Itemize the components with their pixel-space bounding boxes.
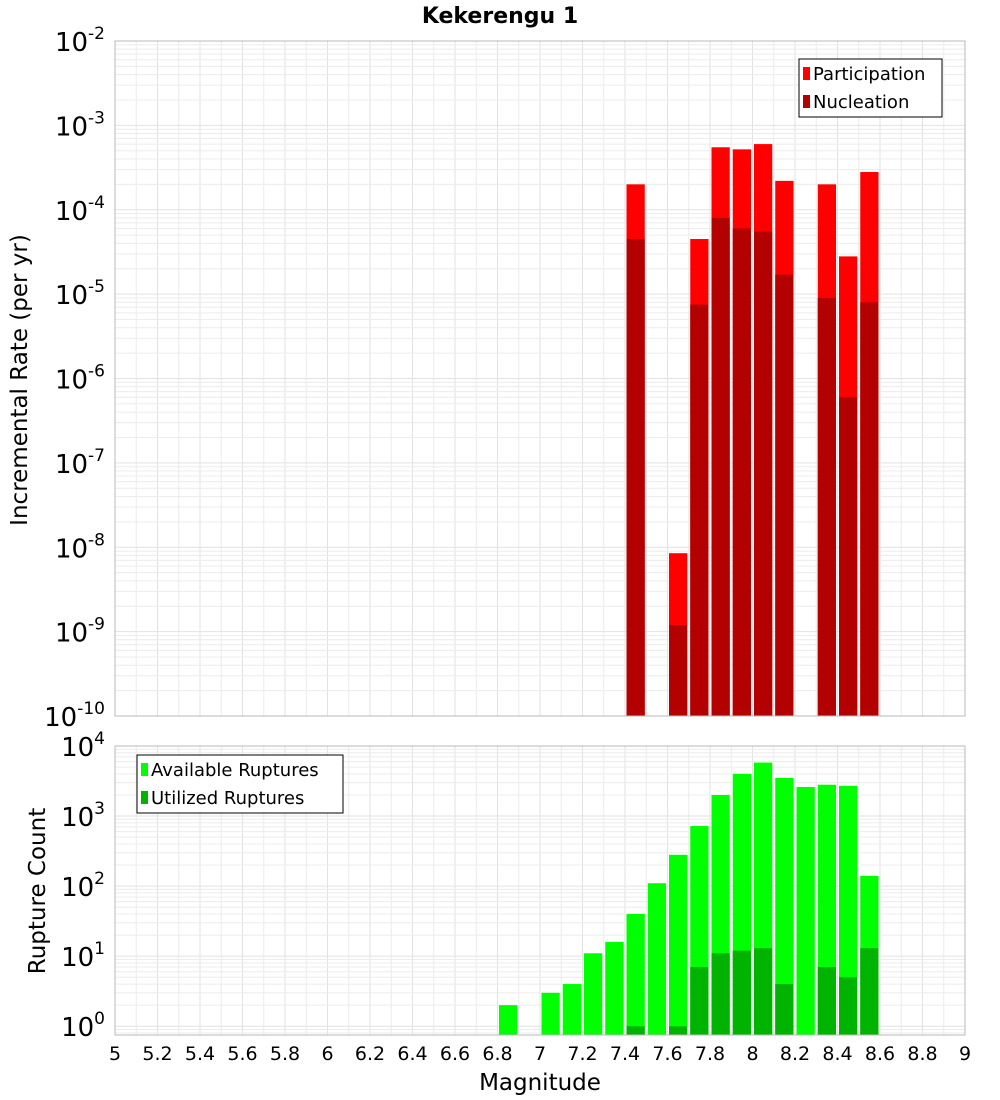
available-ruptures-bar <box>796 786 815 1035</box>
top-y-tick-label: 10-3 <box>55 108 105 142</box>
available-ruptures-legend-label: Available Ruptures <box>151 760 319 781</box>
x-tick-label: 7 <box>534 1043 546 1065</box>
available-ruptures-bar <box>499 1005 518 1035</box>
bottom-y-tick-labels: 100 101 102 103 104 <box>61 729 105 1043</box>
utilized-ruptures-bar <box>626 1026 645 1035</box>
chart-title: Kekerengu 1 <box>422 4 578 29</box>
x-tick-label: 5.8 <box>270 1043 300 1065</box>
bottom-y-tick-label: 104 <box>61 729 105 763</box>
participation-legend-swatch <box>803 67 810 80</box>
available-ruptures-bar <box>775 777 794 1035</box>
x-tick-label: 6.2 <box>355 1043 385 1065</box>
x-tick-label: 9 <box>959 1043 971 1065</box>
bottom-plot-bars <box>499 762 879 1035</box>
top-legend: Participation Nucleation <box>798 58 943 118</box>
nucleation-bar <box>817 297 836 716</box>
bottom-y-tick-label: 103 <box>61 799 105 833</box>
x-tick-label: 8 <box>746 1043 758 1065</box>
top-y-axis-title: Incremental Rate (per yr) <box>7 234 33 526</box>
utilized-ruptures-bar <box>669 1026 688 1035</box>
top-y-tick-label: 10-7 <box>55 446 105 480</box>
x-tick-label: 6.6 <box>440 1043 470 1065</box>
available-ruptures-bar <box>669 854 688 1035</box>
nucleation-bar <box>775 274 794 716</box>
nucleation-bar <box>711 217 730 716</box>
x-tick-label: 5.2 <box>142 1043 172 1065</box>
utilized-ruptures-bar <box>754 948 773 1035</box>
nucleation-bar <box>860 302 879 716</box>
x-tick-label: 7.4 <box>610 1043 640 1065</box>
nucleation-bar <box>669 624 688 716</box>
top-plot-bars <box>626 144 879 717</box>
x-tick-label: 7.8 <box>695 1043 725 1065</box>
x-tick-label: 7.2 <box>567 1043 597 1065</box>
bottom-plot-frame <box>114 745 966 1036</box>
x-tick-label: 6.8 <box>482 1043 512 1065</box>
nucleation-bar <box>690 304 709 716</box>
x-tick-label: 7.6 <box>652 1043 682 1065</box>
available-ruptures-bar <box>541 992 560 1035</box>
available-ruptures-bar <box>562 984 581 1035</box>
nucleation-bar <box>626 239 645 716</box>
available-ruptures-legend-swatch <box>141 763 148 776</box>
top-plot-frame <box>114 40 966 717</box>
top-y-tick-label: 10-2 <box>55 24 105 58</box>
top-y-tick-label: 10-5 <box>55 277 105 311</box>
x-tick-label: 5.4 <box>185 1043 215 1065</box>
nucleation-bar <box>839 397 858 716</box>
nucleation-bar <box>754 231 773 716</box>
x-tick-label: 6 <box>321 1043 333 1065</box>
x-tick-label: 6.4 <box>397 1043 427 1065</box>
nucleation-legend-swatch <box>803 95 810 108</box>
top-plot-grid <box>115 41 965 716</box>
top-y-tick-label: 10-9 <box>55 615 105 649</box>
bottom-legend-box <box>136 754 344 814</box>
x-axis-title: Magnitude <box>479 1070 601 1096</box>
top-y-tick-label: 10-4 <box>55 193 105 227</box>
available-ruptures-bar <box>584 953 603 1035</box>
top-y-tick-label: 10-10 <box>44 699 105 733</box>
top-y-tick-label: 10-6 <box>55 362 105 396</box>
participation-legend-label: Participation <box>813 64 925 85</box>
utilized-ruptures-bar <box>860 948 879 1035</box>
utilized-ruptures-bar <box>775 984 794 1035</box>
utilized-ruptures-bar <box>817 967 836 1035</box>
bottom-y-tick-label: 100 <box>61 1009 105 1043</box>
x-tick-label: 5 <box>109 1043 121 1065</box>
utilized-ruptures-bar <box>732 950 751 1035</box>
utilized-ruptures-bar <box>690 967 709 1035</box>
x-tick-label: 8.4 <box>822 1043 852 1065</box>
top-y-tick-labels: 10-10 10-9 10-8 10-7 10-6 10-5 10-4 10-3 10-2 <box>44 24 105 733</box>
available-ruptures-bar <box>626 914 645 1035</box>
nucleation-bar <box>732 228 751 716</box>
nucleation-legend-label: Nucleation <box>813 92 909 113</box>
x-tick-label: 8.2 <box>780 1043 810 1065</box>
x-tick-label: 8.6 <box>865 1043 895 1065</box>
x-tick-label: 8.8 <box>907 1043 937 1065</box>
available-ruptures-bar <box>605 941 624 1035</box>
top-legend-box <box>798 58 943 118</box>
x-tick-labels: 5 5.2 5.4 5.6 5.8 6 6.2 6.4 6.6 6.8 7 7.2 7.4 7.6 7.8 8… <box>109 1043 971 1065</box>
utilized-ruptures-legend-swatch <box>141 791 148 804</box>
utilized-ruptures-bar <box>711 953 730 1035</box>
bottom-legend: Available Ruptures Utilized Ruptures <box>136 754 344 814</box>
available-ruptures-bar <box>839 785 858 1035</box>
bottom-y-tick-label: 101 <box>61 939 105 973</box>
top-y-tick-label: 10-8 <box>55 530 105 564</box>
x-tick-label: 5.6 <box>227 1043 257 1065</box>
utilized-ruptures-legend-label: Utilized Ruptures <box>151 788 304 809</box>
bottom-y-axis-title: Rupture Count <box>25 808 51 974</box>
available-ruptures-bar <box>647 883 666 1035</box>
bottom-y-tick-label: 102 <box>61 869 105 903</box>
utilized-ruptures-bar <box>839 977 858 1035</box>
